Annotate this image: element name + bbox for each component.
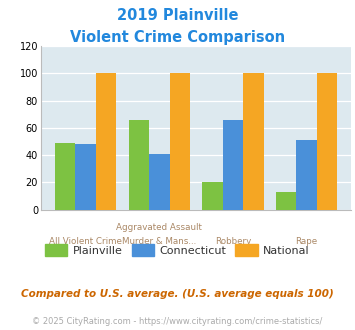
Bar (170, 74, 190, 210)
Text: Violent Crime Comparison: Violent Crime Comparison (70, 30, 285, 45)
Bar (96, 74, 116, 210)
Bar (202, 182, 223, 210)
Text: Aggravated Assault: Aggravated Assault (116, 223, 202, 232)
Bar (55, 143, 75, 210)
Text: All Violent Crime: All Violent Crime (49, 237, 122, 246)
Text: © 2025 CityRating.com - https://www.cityrating.com/crime-statistics/: © 2025 CityRating.com - https://www.city… (32, 317, 323, 326)
Bar (129, 120, 149, 210)
Bar (75, 144, 96, 210)
Bar (149, 154, 170, 210)
Text: Robbery: Robbery (215, 237, 251, 246)
Text: Murder & Mans...: Murder & Mans... (122, 237, 196, 246)
Bar (296, 140, 317, 210)
Bar (317, 74, 337, 210)
Text: 2019 Plainville: 2019 Plainville (117, 8, 238, 23)
Bar (276, 192, 296, 210)
Text: Rape: Rape (296, 237, 318, 246)
Legend: Plainville, Connecticut, National: Plainville, Connecticut, National (41, 240, 314, 260)
Text: Compared to U.S. average. (U.S. average equals 100): Compared to U.S. average. (U.S. average … (21, 289, 334, 299)
Bar (243, 74, 264, 210)
Bar (223, 120, 243, 210)
